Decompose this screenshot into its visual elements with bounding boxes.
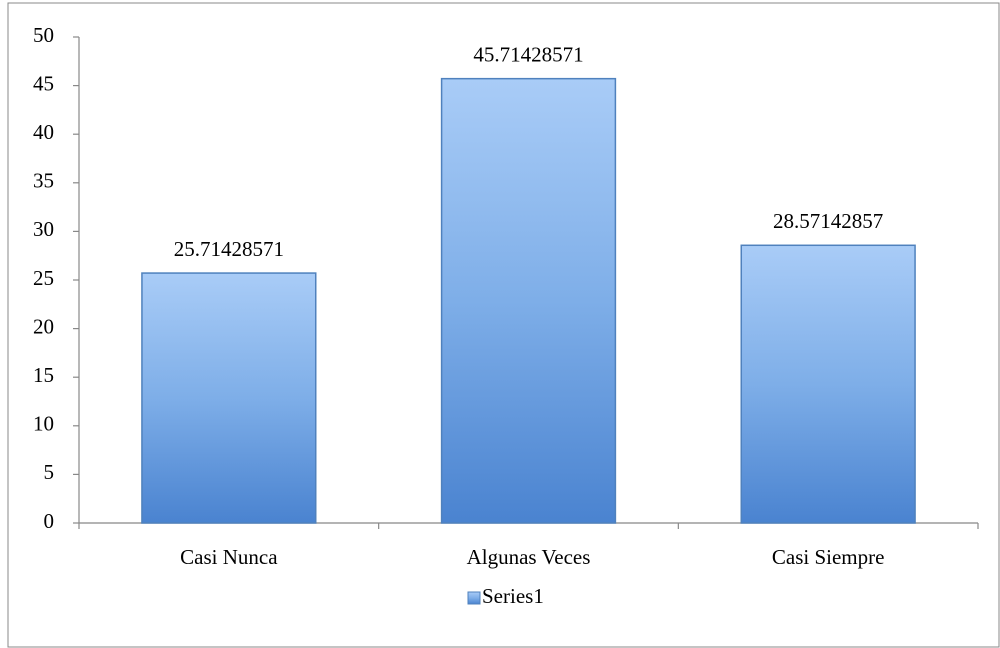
y-tick-label: 35 [33, 169, 54, 193]
y-tick-label: 45 [33, 71, 54, 95]
y-tick-label: 10 [33, 412, 54, 436]
y-tick-label: 30 [33, 217, 54, 241]
y-tick-label: 25 [33, 266, 54, 290]
x-tick-label: Casi Siempre [772, 545, 885, 569]
data-label: 25.71428571 [174, 237, 284, 261]
data-label: 45.71428571 [473, 42, 583, 66]
legend-label: Series1 [482, 584, 544, 608]
bar [141, 272, 317, 524]
y-tick-label: 5 [44, 460, 55, 484]
x-tick-label: Casi Nunca [180, 545, 278, 569]
y-tick-label: 40 [33, 120, 54, 144]
bar [740, 244, 916, 524]
y-tick-label: 50 [33, 23, 54, 47]
legend-swatch [467, 591, 481, 605]
bar [440, 77, 617, 524]
y-tick-label: 20 [33, 314, 54, 338]
y-tick-label: 0 [44, 509, 55, 533]
data-label: 28.57142857 [773, 209, 883, 233]
x-tick-label: Algunas Veces [467, 545, 591, 569]
y-tick-label: 15 [33, 363, 54, 387]
